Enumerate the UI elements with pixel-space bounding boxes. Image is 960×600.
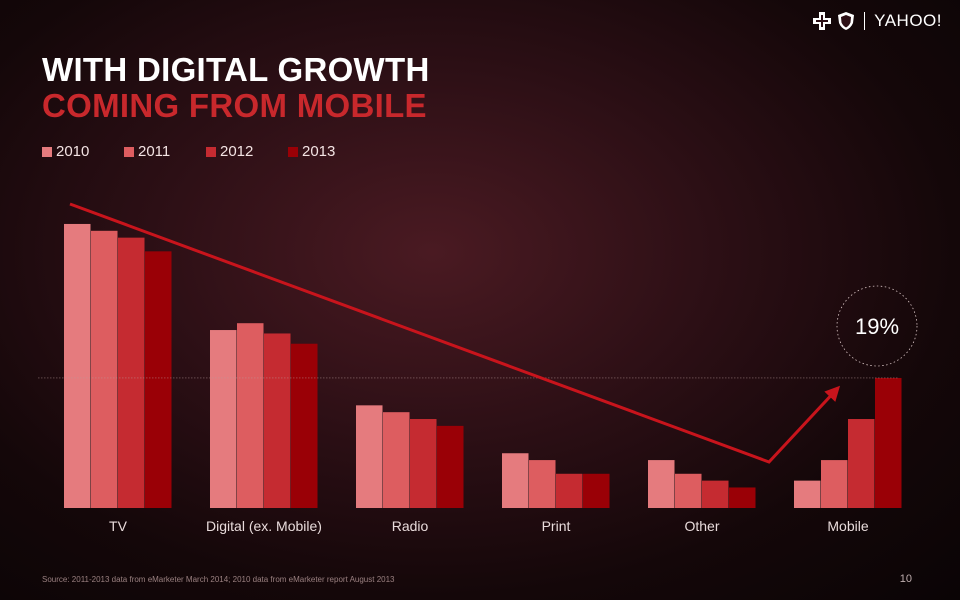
x-tick-label-mobile: Mobile	[827, 518, 868, 534]
bar-digital-ex-mobile-2011	[237, 323, 264, 508]
bar-other-2013	[729, 487, 756, 508]
legend-item-2013: 2013	[288, 143, 370, 160]
bar-digital-ex-mobile-2010	[210, 330, 237, 508]
callout-circle	[836, 285, 918, 367]
bar-tv-2011	[91, 230, 118, 509]
x-tick-label-radio: Radio	[392, 518, 429, 534]
bar-tv-2010	[64, 223, 91, 508]
bar-mobile-2010	[794, 480, 821, 508]
bar-other-2011	[675, 473, 702, 508]
page-subtitle: COMING FROM MOBILE	[42, 87, 427, 124]
callout-value: 19%	[855, 314, 899, 339]
x-tick-label-digital-ex-mobile: Digital (ex. Mobile)	[206, 518, 322, 534]
legend-swatch-2013	[288, 146, 298, 157]
legend-label-2012: 2012	[220, 143, 254, 160]
x-tick-label-tv: TV	[109, 518, 128, 534]
trend-arrow	[69, 202, 841, 464]
legend-swatch-2012	[206, 146, 216, 157]
legend-label-2013: 2013	[302, 143, 336, 160]
bar-tv-2013	[145, 251, 172, 509]
bar-tv-2012	[118, 237, 145, 508]
bar-mobile-2012	[848, 419, 875, 508]
bar-digital-ex-mobile-2013	[291, 343, 318, 508]
bar-radio-2012	[410, 419, 437, 508]
x-tick-label-print: Print	[542, 518, 571, 534]
legend-item-2011: 2011	[124, 143, 206, 160]
bar-mobile-2013	[875, 377, 902, 508]
page-number: 10	[899, 573, 912, 585]
bar-other-2010	[648, 460, 675, 508]
source-footnote: Source: 2011-2013 data from eMarketer Ma…	[42, 575, 395, 584]
x-tick-label-other: Other	[684, 518, 719, 534]
legend-swatch-2010	[42, 146, 52, 157]
legend-label-2011: 2011	[138, 143, 171, 160]
legend-swatch-2011	[124, 146, 134, 157]
legend-label-2010: 2010	[56, 143, 90, 160]
bar-radio-2010	[356, 405, 383, 508]
bar-digital-ex-mobile-2012	[264, 333, 291, 508]
bar-print-2012	[556, 473, 583, 508]
bar-print-2010	[502, 453, 529, 508]
chart-legend: 2010 2011 2012 2013	[42, 143, 370, 160]
page-title: WITH DIGITAL GROWTH	[42, 51, 430, 88]
bar-print-2011	[529, 460, 556, 508]
cross-icon	[813, 12, 832, 30]
yahoo-logo-text: YAHOO!	[874, 11, 942, 30]
legend-item-2010: 2010	[42, 143, 124, 160]
shield-icon	[838, 12, 855, 30]
bar-radio-2011	[383, 412, 410, 508]
bar-radio-2013	[437, 425, 464, 508]
logo-divider	[864, 12, 866, 30]
bar-mobile-2011	[821, 460, 848, 508]
bar-other-2012	[702, 480, 729, 508]
logo: YAHOO!	[812, 8, 942, 34]
legend-item-2012: 2012	[206, 143, 288, 160]
bar-print-2013	[583, 473, 610, 508]
